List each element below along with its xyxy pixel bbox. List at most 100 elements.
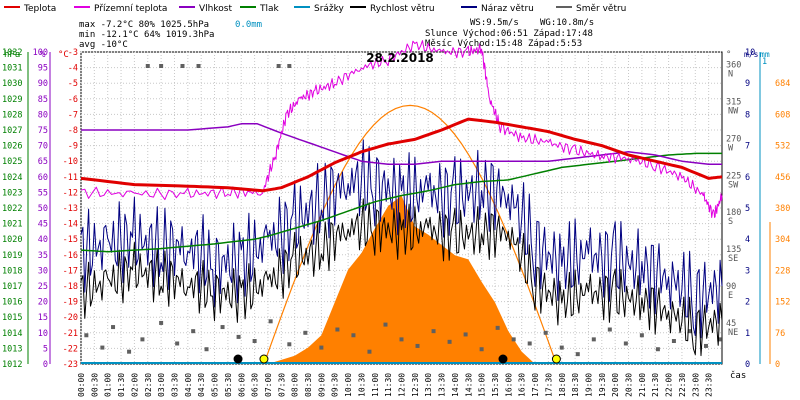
wind-direction-point (252, 339, 257, 344)
direction-tick-label: 135 (726, 245, 741, 255)
pressure-tick-label: 1032 (2, 48, 22, 58)
moonrise-moonset-marker (498, 354, 508, 364)
time-tick-label: 22:30 (678, 373, 687, 397)
time-tick-label: 13:30 (438, 373, 447, 397)
time-tick-label: 08:00 (291, 373, 300, 397)
wind-direction-point (111, 325, 116, 330)
solar-radiation-area (267, 195, 536, 364)
humidity-tick-label: 95 (38, 64, 48, 74)
time-tick-label: 00:30 (90, 373, 99, 397)
wind-direction-point (100, 345, 105, 350)
direction-axis-title: ° (726, 50, 731, 60)
wind-direction-point (127, 349, 132, 354)
temperature-tick-label: -14 (63, 220, 78, 230)
time-tick-label: 17:00 (531, 373, 540, 397)
humidity-tick-label: 10 (38, 329, 48, 339)
temperature-tick-label: -18 (63, 282, 78, 292)
wind-direction-point (303, 330, 308, 335)
time-tick-label: 08:30 (304, 373, 313, 397)
time-tick-label: 20:30 (625, 373, 634, 397)
humidity-tick-label: 100 (33, 48, 48, 58)
solar-tick-label: 304 (775, 235, 790, 245)
time-tick-label: 14:30 (464, 373, 473, 397)
direction-tick-label: SW (728, 180, 739, 190)
temperature-tick-label: -20 (63, 313, 78, 323)
wind-direction-point (220, 325, 225, 330)
pressure-tick-label: 1026 (2, 142, 22, 152)
direction-tick-label: 270 (726, 134, 741, 144)
solar-tick-label: 608 (775, 110, 790, 120)
temperature-tick-label: -16 (63, 251, 78, 261)
stats-rain: 0.0mm (235, 20, 262, 30)
wind-direction-point (479, 347, 484, 352)
direction-tick-label: W (728, 143, 734, 153)
ground-temperature-line (80, 40, 723, 218)
direction-tick-label: N (728, 69, 733, 79)
humidity-tick-label: 65 (38, 157, 48, 167)
direction-tick-label: 360 (726, 60, 741, 70)
time-tick-label: 05:30 (224, 373, 233, 397)
solar-tick-label: 456 (775, 173, 790, 183)
wind-tick-label: 3 (745, 266, 750, 276)
time-tick-label: 02:00 (130, 373, 139, 397)
wind-direction-point (335, 327, 340, 332)
temperature-tick-label: -15 (63, 235, 78, 245)
time-tick-label: 19:30 (598, 373, 607, 397)
solar-tick-label: 380 (775, 204, 790, 214)
wind-direction-point (559, 345, 564, 350)
direction-tick-label: SE (728, 254, 738, 264)
wind-direction-point (447, 339, 452, 344)
direction-tick-label: NW (728, 106, 739, 116)
wind-direction-point (159, 320, 164, 325)
stats-wind-speed: WS:9.5m/s (470, 18, 519, 28)
pressure-tick-label: 1013 (2, 344, 22, 354)
wind-direction-point (671, 339, 676, 344)
pressure-tick-label: 1021 (2, 220, 22, 230)
pressure-tick-label: 1014 (2, 329, 22, 339)
pressure-tick-label: 1020 (2, 235, 22, 245)
wind-direction-point (145, 64, 150, 68)
temperature-tick-label: -7 (68, 110, 78, 120)
wind-direction-point (351, 333, 356, 338)
direction-tick-label: E (728, 291, 733, 301)
time-tick-label: 16:00 (504, 373, 513, 397)
solar-tick-label: 532 (775, 142, 790, 152)
direction-tick-label: 90 (726, 282, 736, 292)
legend-label: Tlak (259, 4, 280, 14)
humidity-tick-label: 30 (38, 266, 48, 276)
wind-direction-point (287, 342, 292, 347)
time-tick-label: 14:00 (451, 373, 460, 397)
wind-tick-label: 9 (745, 79, 750, 89)
wind-tick-label: 10 (745, 48, 755, 58)
direction-tick-label: 180 (726, 208, 741, 218)
pressure-tick-label: 1019 (2, 251, 22, 261)
time-tick-label: 10:00 (344, 373, 353, 397)
pressure-tick-label: 1023 (2, 188, 22, 198)
pressure-tick-label: 1028 (2, 110, 22, 120)
temperature-tick-label: -8 (68, 126, 78, 136)
pressure-tick-label: 1022 (2, 204, 22, 214)
humidity-line (81, 123, 722, 166)
humidity-tick-label: 90 (38, 79, 48, 89)
temperature-tick-label: -6 (68, 95, 78, 105)
humidity-tick-label: 5 (43, 344, 48, 354)
legend-label: Teplota (23, 4, 56, 14)
time-tick-label: 03:30 (170, 373, 179, 397)
time-tick-label: 07:30 (277, 373, 286, 397)
time-tick-label: 16:30 (518, 373, 527, 397)
humidity-tick-label: 85 (38, 95, 48, 105)
temperature-line (80, 117, 723, 193)
wind-direction-point (191, 329, 196, 334)
wind-direction-point (431, 329, 436, 334)
time-tick-label: 01:30 (117, 373, 126, 397)
wind-direction-point (463, 332, 468, 337)
wind-direction-point (607, 327, 612, 332)
wind-direction-point (367, 349, 372, 354)
pressure-tick-label: 1018 (2, 266, 22, 276)
stats-wind-gust: WG:10.8m/s (540, 18, 594, 28)
wind-direction-point (276, 64, 281, 68)
temperature-tick-label: -12 (63, 188, 78, 198)
humidity-tick-label: 60 (38, 173, 48, 183)
wind-tick-label: 6 (745, 173, 750, 183)
